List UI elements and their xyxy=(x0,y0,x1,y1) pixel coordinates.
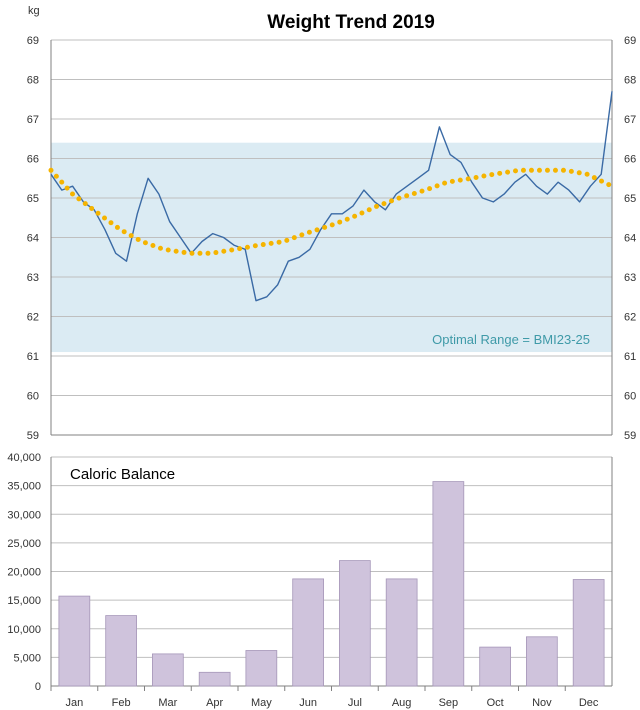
caloric-bar-mar xyxy=(151,653,184,687)
weight-y-tick-label: 59 xyxy=(27,430,39,442)
caloric-chart-title: Caloric Balance xyxy=(70,466,175,483)
weight-chart-title: Weight Trend 2019 xyxy=(267,12,435,33)
caloric-y-tick-label: 30,000 xyxy=(7,509,41,521)
caloric-bar-jun xyxy=(292,578,325,687)
caloric-bar-jan xyxy=(58,595,91,687)
weight-y2-tick-label: 64 xyxy=(624,233,636,245)
caloric-y-tick-label: 15,000 xyxy=(7,595,41,607)
caloric-x-tick-label: Jun xyxy=(299,697,317,709)
caloric-x-tick-label: Jan xyxy=(66,697,84,709)
weight-y2-tick-label: 65 xyxy=(624,193,636,205)
optimal-range-band xyxy=(51,142,612,353)
caloric-bar-sep xyxy=(432,481,465,687)
optimal-range-label: Optimal Range = BMI23-25 xyxy=(432,332,590,347)
weight-y2-tick-label: 60 xyxy=(624,391,636,403)
weight-trend-dotted-line xyxy=(48,167,615,256)
caloric-bar-may xyxy=(245,650,278,687)
weight-y-tick-label: 64 xyxy=(27,233,39,245)
caloric-y-tick-label: 40,000 xyxy=(7,452,41,464)
caloric-x-tick-label: Oct xyxy=(487,697,504,709)
caloric-y-tick-label: 25,000 xyxy=(7,538,41,550)
caloric-x-tick-label: Apr xyxy=(206,697,223,709)
caloric-x-tick-label: Jul xyxy=(348,697,362,709)
weight-y2-tick-label: 68 xyxy=(624,75,636,87)
weight-y2-tick-label: 69 xyxy=(624,35,636,47)
weight-y-axis-label: kg xyxy=(28,5,40,17)
caloric-bar-dec xyxy=(572,579,605,687)
caloric-y-tick-label: 20,000 xyxy=(7,567,41,579)
weight-series-line xyxy=(50,91,613,302)
caloric-x-tick-label: Nov xyxy=(532,697,552,709)
weight-y-tick-label: 66 xyxy=(27,154,39,166)
weight-y2-tick-label: 59 xyxy=(624,430,636,442)
weight-y2-tick-label: 61 xyxy=(624,351,636,363)
caloric-x-tick-label: Sep xyxy=(439,697,459,709)
caloric-bar-feb xyxy=(105,615,137,687)
weight-y-tick-label: 63 xyxy=(27,272,39,284)
caloric-x-tick-label: Mar xyxy=(158,697,177,709)
weight-y-tick-label: 68 xyxy=(27,75,39,87)
caloric-bar-aug xyxy=(385,578,418,687)
weight-y-tick-label: 60 xyxy=(27,391,39,403)
weight-y-tick-label: 67 xyxy=(27,114,39,126)
caloric-bar-jul xyxy=(338,560,371,687)
caloric-bar-nov xyxy=(526,636,558,687)
caloric-bar-oct xyxy=(479,646,512,687)
weight-y2-tick-label: 67 xyxy=(624,114,636,126)
weight-y2-tick-label: 66 xyxy=(624,154,636,166)
weight-y-tick-label: 62 xyxy=(27,312,39,324)
caloric-x-tick-label: Feb xyxy=(112,697,131,709)
caloric-y-tick-label: 0 xyxy=(35,681,41,693)
caloric-y-tick-label: 5,000 xyxy=(13,652,41,664)
weight-y2-tick-label: 63 xyxy=(624,272,636,284)
weight-y-tick-label: 61 xyxy=(27,351,39,363)
weight-y-tick-label: 65 xyxy=(27,193,39,205)
weight-y-tick-label: 69 xyxy=(27,35,39,47)
caloric-x-tick-label: May xyxy=(251,697,272,709)
caloric-x-tick-label: Dec xyxy=(579,697,599,709)
caloric-y-tick-label: 10,000 xyxy=(7,624,41,636)
caloric-bar-apr xyxy=(198,671,231,687)
caloric-x-tick-label: Aug xyxy=(392,697,412,709)
weight-y2-tick-label: 62 xyxy=(624,312,636,324)
caloric-y-tick-label: 35,000 xyxy=(7,481,41,493)
